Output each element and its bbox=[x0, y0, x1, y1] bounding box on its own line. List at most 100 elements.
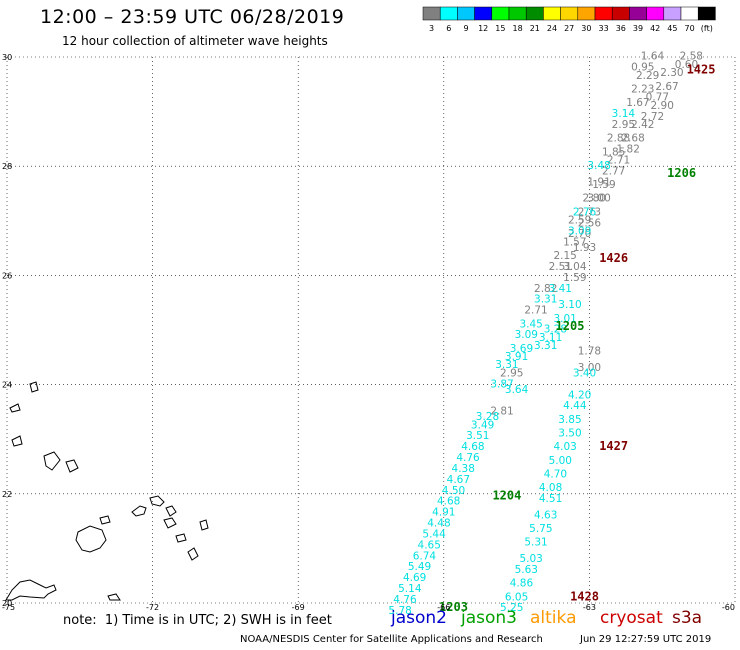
wave-height-value: 4.20 bbox=[568, 389, 591, 401]
wave-height-value: 2.88 bbox=[607, 133, 630, 145]
wave-height-value: 3.01 bbox=[553, 313, 576, 325]
wave-height-value: 5.03 bbox=[519, 553, 542, 565]
island-chain-11 bbox=[9, 403, 21, 413]
wave-height-value: 4.63 bbox=[534, 509, 557, 521]
legend-swatch bbox=[680, 6, 699, 21]
wave-height-value: 3.09 bbox=[568, 225, 591, 237]
wave-height-value: 3.45 bbox=[519, 318, 542, 330]
legend-tick-label: 42 bbox=[650, 24, 660, 33]
wave-height-value: 3.91 bbox=[505, 351, 528, 363]
wave-height-value: 6.05 bbox=[505, 591, 528, 603]
wave-height-value: 2.81 bbox=[490, 406, 513, 418]
legend-swatch bbox=[629, 6, 647, 21]
footnote: note: 1) Time is in UTC; 2) SWH is in fe… bbox=[63, 613, 332, 628]
lat-lon-grid bbox=[6, 56, 736, 604]
legend-tick-label: 21 bbox=[530, 24, 540, 33]
wave-height-value: 4.68 bbox=[437, 496, 460, 508]
wave-height-value: 3.00 bbox=[587, 193, 610, 205]
wave-height-value: 1.85 bbox=[602, 146, 625, 158]
island-chain-4 bbox=[163, 517, 177, 529]
island-chain-3 bbox=[165, 505, 177, 517]
wave-height-value: 5.63 bbox=[515, 564, 538, 576]
wave-observations: 2.58 1.64 0.60 0.95 2.302.292.672.230.772.90… bbox=[388, 51, 703, 617]
wave-height-value: 2.23 bbox=[631, 83, 654, 95]
wave-height-value: 2.42 bbox=[631, 119, 654, 131]
lon-tick-label: -60 bbox=[722, 603, 735, 612]
wave-height-value: 3.09 bbox=[515, 329, 538, 341]
legend-tick-label: 24 bbox=[547, 24, 557, 33]
wave-height-value: 4.76 bbox=[456, 452, 480, 464]
wave-height-value: 4.03 bbox=[553, 441, 576, 453]
wave-height-value: 1.78 bbox=[578, 346, 601, 358]
wave-height-value: 1.91 bbox=[587, 176, 610, 188]
wave-height-value: 2.71 bbox=[524, 305, 547, 317]
wave-height-value: 3.48 bbox=[587, 160, 610, 172]
caribbean-islands bbox=[5, 381, 209, 601]
legend-unit-label: (ft) bbox=[701, 24, 713, 33]
wave-height-value: 1.59 bbox=[592, 179, 615, 191]
legend-tick-label: 39 bbox=[633, 24, 643, 33]
legend-swatch bbox=[646, 6, 665, 21]
wave-height-value: 1.57 bbox=[563, 236, 586, 248]
axis-tick-labels: -75 -72 -69 -66 -63 -60 30 28 26 24 22 20 bbox=[2, 53, 735, 612]
wave-height-value: 0.95 bbox=[631, 62, 654, 74]
legend-swatch bbox=[491, 6, 510, 21]
wave-height-value: 2.67 bbox=[655, 81, 678, 93]
wave-height-value: 2.95 bbox=[612, 119, 635, 131]
wave-height-value: 2.59 bbox=[568, 215, 591, 227]
legend-swatch bbox=[611, 6, 630, 21]
legend-swatch bbox=[474, 6, 493, 21]
legend-tick-label: 18 bbox=[513, 24, 523, 33]
island-chain-9 bbox=[43, 451, 61, 471]
wave-height-value: 4.44 bbox=[563, 400, 587, 412]
wave-height-value: 2.30 bbox=[660, 67, 683, 79]
wave-height-value: 1.59 bbox=[563, 272, 586, 284]
landmass-lower-left bbox=[5, 579, 57, 601]
pass-time-label: 1426 bbox=[599, 251, 628, 265]
wave-height-value: 3.64 bbox=[505, 384, 529, 396]
lat-tick-label: 22 bbox=[2, 490, 12, 499]
wave-height-value: 2.56 bbox=[578, 217, 602, 229]
satellite-name-jason3: jason3 bbox=[461, 608, 517, 628]
legend-swatch bbox=[525, 6, 544, 21]
wave-height-color-legend: 3 6 9 12 15 18 21 24 27 30 33 36 39 42 45 70 (ft) bbox=[422, 6, 716, 33]
pass-time-label: 1203 bbox=[439, 600, 468, 614]
wave-height-value: 2.82 bbox=[534, 283, 557, 295]
lat-tick-label: 20 bbox=[2, 599, 12, 608]
wave-height-value: 2.72 bbox=[641, 111, 664, 123]
wave-height-value: 4.70 bbox=[544, 468, 567, 480]
wave-height-value: 2.90 bbox=[651, 100, 674, 112]
wave-height-value: 4.67 bbox=[447, 474, 470, 486]
island-chain-5 bbox=[175, 533, 187, 543]
island-chain-2 bbox=[149, 495, 165, 507]
legend-tick-label: 33 bbox=[599, 24, 609, 33]
wave-height-value: 5.75 bbox=[529, 523, 552, 535]
lon-tick-label: -69 bbox=[292, 603, 305, 612]
wave-height-value: 5.78 bbox=[388, 605, 411, 617]
wave-height-value: 3.49 bbox=[471, 419, 494, 431]
wave-height-value: 3.85 bbox=[558, 414, 581, 426]
pass-time-labels: 1425 1206 1426 1205 1427 1204 1428 1203 bbox=[439, 62, 715, 614]
legend-swatch bbox=[422, 6, 441, 21]
wave-height-value: 2.76 bbox=[573, 206, 597, 218]
lon-tick-label: -75 bbox=[2, 603, 15, 612]
legend-tick-label: 70 bbox=[685, 24, 695, 33]
wave-height-value: 2.70 bbox=[568, 228, 591, 240]
wave-height-value: 2.29 bbox=[636, 70, 659, 82]
wave-height-value: 3.40 bbox=[573, 367, 596, 379]
island-chain-10 bbox=[65, 459, 79, 473]
pass-time-label: 1427 bbox=[599, 439, 628, 453]
wave-height-value: 4.68 bbox=[461, 441, 484, 453]
wave-height-value: 4.65 bbox=[418, 539, 441, 551]
page-title: 12:00 – 23:59 UTC 06/28/2019 bbox=[40, 6, 345, 28]
wave-height-value: 5.31 bbox=[524, 537, 547, 549]
pass-time-label: 1205 bbox=[556, 319, 585, 333]
wave-height-value: 0.60 bbox=[675, 59, 698, 71]
generated-timestamp: Jun 29 12:27:59 UTC 2019 bbox=[580, 634, 712, 645]
island-chain-13 bbox=[99, 515, 111, 525]
lon-tick-label: -63 bbox=[583, 603, 596, 612]
wave-height-value: 4.48 bbox=[427, 518, 450, 530]
lat-tick-label: 30 bbox=[2, 53, 12, 62]
wave-height-value: 4.50 bbox=[442, 485, 465, 497]
wave-height-value: 3.31 bbox=[534, 294, 557, 306]
